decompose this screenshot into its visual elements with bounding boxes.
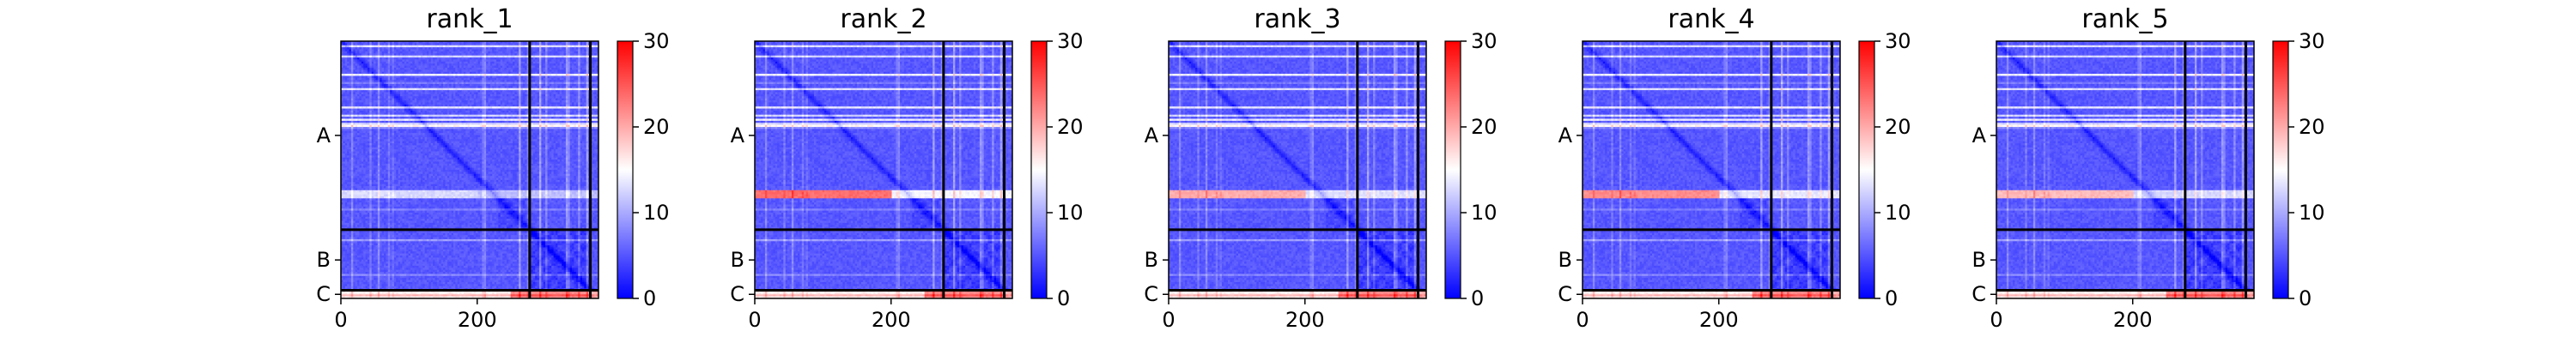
heatmap-cells <box>755 41 1012 298</box>
heatmap-cells <box>341 41 598 298</box>
colorbar-tick-label: 10 <box>2299 201 2325 225</box>
x-tick-label: 0 <box>1162 308 1175 332</box>
colorbar-tick-label: 30 <box>1885 29 1911 53</box>
x-tick-label: 200 <box>872 308 911 332</box>
y-chain-label: C <box>316 282 331 306</box>
y-chain-label: A <box>317 123 331 147</box>
y-chain-label: A <box>1145 123 1159 147</box>
colorbar-tick-label: 30 <box>643 29 670 53</box>
x-tick-label: 0 <box>1990 308 2002 332</box>
y-chain-label: B <box>1558 248 1572 272</box>
colorbar-tick-label: 20 <box>643 115 670 139</box>
colorbar-tick-label: 0 <box>2299 286 2312 310</box>
panel-title: rank_2 <box>840 4 927 34</box>
colorbar-tick-label: 0 <box>1471 286 1484 310</box>
colorbar-tick-label: 10 <box>1471 201 1498 225</box>
x-tick-label: 200 <box>2113 308 2153 332</box>
colorbar: 0 10 20 30 <box>617 29 670 310</box>
colorbar-tick-label: 0 <box>643 286 656 310</box>
colorbar-tick-label: 20 <box>1885 115 1911 139</box>
x-tick-label: 0 <box>1576 308 1589 332</box>
y-chain-label: C <box>1558 282 1572 306</box>
colorbar-tick-label: 20 <box>1471 115 1498 139</box>
colorbar: 0 10 20 30 <box>1445 29 1498 310</box>
colorbar-gradient <box>1445 41 1461 298</box>
y-chain-label: A <box>1972 123 1987 147</box>
heatmap-cells <box>1996 41 2254 298</box>
panel-title: rank_1 <box>426 4 513 34</box>
colorbar-gradient <box>1031 41 1047 298</box>
colorbar: 0 10 20 30 <box>1031 29 1084 310</box>
colorbar-tick-label: 10 <box>1057 201 1084 225</box>
colorbar-gradient <box>2273 41 2288 298</box>
y-chain-label: C <box>730 282 744 306</box>
y-chain-label: C <box>1971 282 1986 306</box>
colorbar-tick-label: 20 <box>2299 115 2325 139</box>
y-chain-label: C <box>1144 282 1158 306</box>
colorbar-tick-label: 20 <box>1057 115 1084 139</box>
heatmap-cells <box>1583 41 1840 298</box>
x-tick-label: 200 <box>1699 308 1739 332</box>
panel-title: rank_4 <box>1668 4 1754 34</box>
colorbar-tick-label: 30 <box>2299 29 2325 53</box>
y-chain-label: B <box>317 248 331 272</box>
colorbar-gradient <box>617 41 633 298</box>
x-tick-label: 0 <box>748 308 761 332</box>
panel-title: rank_3 <box>1254 4 1340 34</box>
colorbar: 0 10 20 30 <box>1859 29 1911 310</box>
y-chain-label: B <box>1972 248 1986 272</box>
colorbar-tick-label: 30 <box>1471 29 1498 53</box>
y-chain-label: A <box>731 123 745 147</box>
y-chain-label: B <box>731 248 744 272</box>
colorbar-tick-label: 0 <box>1885 286 1898 310</box>
y-chain-label: A <box>1558 123 1573 147</box>
colorbar-tick-label: 30 <box>1057 29 1084 53</box>
colorbar-gradient <box>1859 41 1874 298</box>
colorbar: 0 10 20 30 <box>2273 29 2325 310</box>
colorbar-tick-label: 0 <box>1057 286 1070 310</box>
heatmap-cells <box>1169 41 1426 298</box>
x-tick-label: 200 <box>1285 308 1325 332</box>
y-chain-label: B <box>1145 248 1158 272</box>
x-tick-label: 200 <box>458 308 497 332</box>
colorbar-tick-label: 10 <box>1885 201 1911 225</box>
panel-title: rank_5 <box>2081 4 2168 34</box>
colorbar-tick-label: 10 <box>643 201 670 225</box>
x-tick-label: 0 <box>334 308 347 332</box>
